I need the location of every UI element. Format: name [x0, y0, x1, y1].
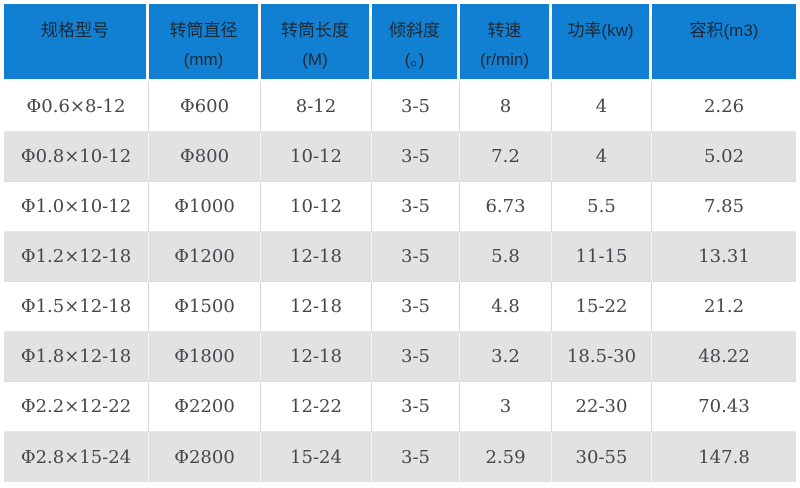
- col-header-volume-title: 容积(m3): [689, 21, 759, 40]
- table-row: Φ2.8×15-24 Φ2800 15-24 3-5 2.59 30-55 147.8: [4, 432, 796, 482]
- col-header-model: 规格型号: [4, 4, 149, 82]
- table-cell: 21.2: [652, 282, 796, 332]
- table-cell: Φ2200: [149, 382, 261, 432]
- table-cell: 10-12: [261, 132, 372, 182]
- table-cell: 3-5: [372, 432, 460, 482]
- table-row: Φ0.6×8-12 Φ600 8-12 3-5 8 4 2.26: [4, 82, 796, 132]
- table-cell: 18.5-30: [552, 332, 652, 382]
- col-header-volume-unit: [652, 45, 796, 74]
- table-cell: Φ1000: [149, 182, 261, 232]
- table-cell: 2.26: [652, 82, 796, 132]
- col-header-power-title: 功率(kw): [567, 21, 634, 40]
- table-cell: Φ600: [149, 82, 261, 132]
- col-header-incline-title: 倾斜度: [389, 21, 440, 40]
- col-header-diameter: 转筒直径 (mm): [149, 4, 261, 82]
- table-cell: 22-30: [552, 382, 652, 432]
- table-cell: 3-5: [372, 182, 460, 232]
- col-header-length-unit: (M): [302, 50, 328, 69]
- table-cell: Φ2.2×12-22: [4, 382, 149, 432]
- table-cell: 15-22: [552, 282, 652, 332]
- table-cell: 13.31: [652, 232, 796, 282]
- table-row: Φ1.0×10-12 Φ1000 10-12 3-5 6.73 5.5 7.85: [4, 182, 796, 232]
- table-cell: 11-15: [552, 232, 652, 282]
- table-cell: Φ1.0×10-12: [4, 182, 149, 232]
- table-cell: 3-5: [372, 282, 460, 332]
- table-cell: 7.2: [460, 132, 552, 182]
- table-cell: 12-18: [261, 232, 372, 282]
- table-cell: Φ1.5×12-18: [4, 282, 149, 332]
- table-cell: 3: [460, 382, 552, 432]
- table-cell: 5.5: [552, 182, 652, 232]
- table-cell: 4: [552, 132, 652, 182]
- spec-table: 规格型号 转筒直径 (mm) 转筒长度 (M) 倾斜度 (。) 转速 (r: [4, 4, 796, 482]
- table-cell: 3-5: [372, 132, 460, 182]
- col-header-diameter-title: 转筒直径: [169, 21, 238, 40]
- table-cell: Φ800: [149, 132, 261, 182]
- table-cell: 70.43: [652, 382, 796, 432]
- col-header-model-unit: [4, 45, 146, 74]
- table-cell: Φ0.8×10-12: [4, 132, 149, 182]
- col-header-incline: 倾斜度 (。): [372, 4, 460, 82]
- col-header-speed-unit: (r/min): [479, 50, 530, 69]
- table-row: Φ1.2×12-18 Φ1200 12-18 3-5 5.8 11-15 13.31: [4, 232, 796, 282]
- col-header-length-title: 转筒长度: [281, 21, 349, 40]
- table-cell: Φ1200: [149, 232, 261, 282]
- col-header-diameter-unit: (mm): [183, 50, 224, 69]
- table-cell: Φ1800: [149, 332, 261, 382]
- col-header-speed-title: 转速: [487, 21, 522, 40]
- table-cell: 12-18: [261, 332, 372, 382]
- table-cell: 7.85: [652, 182, 796, 232]
- col-header-power-unit: [552, 45, 649, 74]
- table-cell: Φ1500: [149, 282, 261, 332]
- table-cell: 10-12: [261, 182, 372, 232]
- table-cell: 4.8: [460, 282, 552, 332]
- table-cell: Φ1.2×12-18: [4, 232, 149, 282]
- col-header-volume: 容积(m3): [652, 4, 796, 82]
- table-cell: Φ2.8×15-24: [4, 432, 149, 482]
- table-cell: 147.8: [652, 432, 796, 482]
- col-header-length: 转筒长度 (M): [261, 4, 372, 82]
- table-cell: 8-12: [261, 82, 372, 132]
- table-cell: 48.22: [652, 332, 796, 382]
- table-row: Φ2.2×12-22 Φ2200 12-22 3-5 3 22-30 70.43: [4, 382, 796, 432]
- table-cell: Φ2800: [149, 432, 261, 482]
- table-cell: 3.2: [460, 332, 552, 382]
- table-cell: 30-55: [552, 432, 652, 482]
- col-header-power: 功率(kw): [552, 4, 652, 82]
- table-cell: Φ0.6×8-12: [4, 82, 149, 132]
- table-body: Φ0.6×8-12 Φ600 8-12 3-5 8 4 2.26 Φ0.8×10-12 Φ800…: [4, 82, 796, 482]
- col-header-model-title: 规格型号: [41, 21, 109, 40]
- table-cell: 12-22: [261, 382, 372, 432]
- header-row: 规格型号 转筒直径 (mm) 转筒长度 (M) 倾斜度 (。) 转速 (r: [4, 4, 796, 82]
- table-cell: 5.02: [652, 132, 796, 182]
- table-cell: 12-18: [261, 282, 372, 332]
- table-cell: 3-5: [372, 232, 460, 282]
- table-cell: 8: [460, 82, 552, 132]
- col-header-incline-unit: (。): [404, 50, 425, 69]
- table-cell: 5.8: [460, 232, 552, 282]
- table-cell: 3-5: [372, 332, 460, 382]
- table-cell: 2.59: [460, 432, 552, 482]
- table-row: Φ1.8×12-18 Φ1800 12-18 3-5 3.2 18.5-30 48.22: [4, 332, 796, 382]
- table-row: Φ0.8×10-12 Φ800 10-12 3-5 7.2 4 5.02: [4, 132, 796, 182]
- table-cell: 6.73: [460, 182, 552, 232]
- table-cell: 4: [552, 82, 652, 132]
- table-cell: 15-24: [261, 432, 372, 482]
- table-cell: 3-5: [372, 82, 460, 132]
- table-cell: Φ1.8×12-18: [4, 332, 149, 382]
- table-cell: 3-5: [372, 382, 460, 432]
- col-header-speed: 转速 (r/min): [460, 4, 552, 82]
- table-row: Φ1.5×12-18 Φ1500 12-18 3-5 4.8 15-22 21.2: [4, 282, 796, 332]
